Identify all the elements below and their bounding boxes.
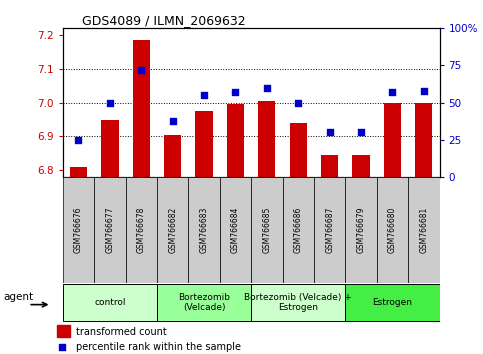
Point [263, 85, 271, 91]
Point [295, 100, 302, 105]
Text: percentile rank within the sample: percentile rank within the sample [76, 342, 241, 352]
Text: control: control [94, 298, 126, 307]
Point [74, 137, 82, 143]
Text: transformed count: transformed count [76, 327, 167, 337]
Bar [133, 40, 150, 177]
Point [138, 67, 145, 73]
Text: GSM766678: GSM766678 [137, 207, 146, 253]
Point [106, 100, 114, 105]
Bar [321, 155, 338, 177]
Text: Bortezomib (Velcade) +
Estrogen: Bortezomib (Velcade) + Estrogen [244, 293, 352, 312]
Bar [188, 177, 220, 283]
Bar [157, 177, 188, 283]
Text: GSM766676: GSM766676 [74, 207, 83, 253]
Text: GSM766680: GSM766680 [388, 207, 397, 253]
Bar [314, 177, 345, 283]
Bar [345, 284, 440, 321]
Bar [290, 123, 307, 177]
Bar [353, 155, 369, 177]
Bar [377, 177, 408, 283]
Text: GSM766683: GSM766683 [199, 207, 209, 253]
Text: GSM766684: GSM766684 [231, 207, 240, 253]
Bar [384, 103, 401, 177]
Point [357, 130, 365, 135]
Text: GSM766677: GSM766677 [105, 207, 114, 253]
Text: Bortezomib
(Velcade): Bortezomib (Velcade) [178, 293, 230, 312]
Point [326, 130, 333, 135]
Bar [70, 167, 87, 177]
Bar [415, 103, 432, 177]
Bar [251, 284, 345, 321]
Point [58, 344, 66, 350]
Bar [57, 325, 70, 337]
Text: GSM766681: GSM766681 [419, 207, 428, 253]
Point [420, 88, 428, 93]
Point [200, 92, 208, 98]
Text: GSM766687: GSM766687 [325, 207, 334, 253]
Bar [251, 177, 283, 283]
Text: Estrogen: Estrogen [372, 298, 412, 307]
Text: GSM766682: GSM766682 [168, 207, 177, 253]
Bar [126, 177, 157, 283]
Bar [408, 177, 440, 283]
Bar [63, 177, 94, 283]
Bar [345, 177, 377, 283]
Bar [164, 135, 181, 177]
Text: GDS4089 / ILMN_2069632: GDS4089 / ILMN_2069632 [82, 14, 245, 27]
Text: GSM766679: GSM766679 [356, 207, 366, 253]
Text: GSM766686: GSM766686 [294, 207, 303, 253]
Bar [220, 177, 251, 283]
Bar [157, 284, 251, 321]
Bar [196, 111, 213, 177]
Bar [101, 120, 118, 177]
Point [169, 118, 177, 123]
Point [232, 90, 240, 95]
Bar [63, 284, 157, 321]
Bar [227, 104, 244, 177]
Bar [258, 101, 275, 177]
Point [389, 90, 397, 95]
Bar [94, 177, 126, 283]
Text: agent: agent [3, 292, 33, 302]
Bar [283, 177, 314, 283]
Text: GSM766685: GSM766685 [262, 207, 271, 253]
